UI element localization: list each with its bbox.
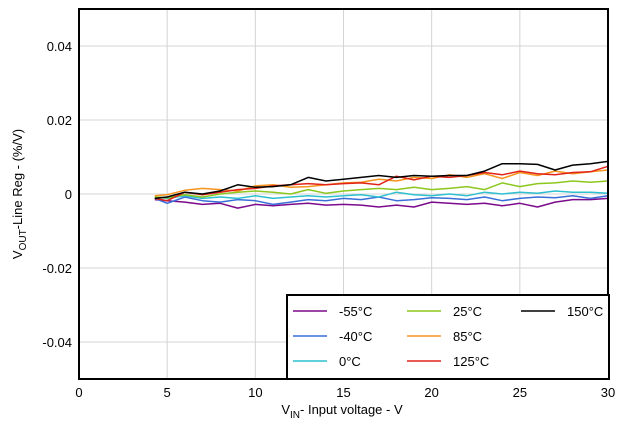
legend-label: 150°C <box>567 304 603 319</box>
y-axis-title: VOUT-Line Reg - (%/V) <box>10 129 29 259</box>
x-axis-title-rest: - Input voltage - V <box>300 402 403 417</box>
series-layer <box>154 160 609 209</box>
y-tick-label: 0.02 <box>47 113 72 128</box>
legend: -55°C -40°C 0°C 25°C 85°C 125°C 150°C <box>286 294 610 380</box>
series-line <box>154 180 609 199</box>
x-tick-label: 10 <box>248 385 262 400</box>
legend-label: -55°C <box>339 304 372 319</box>
grid <box>78 9 609 379</box>
x-tick-label: 5 <box>164 385 171 400</box>
series-line <box>154 165 609 202</box>
y-axis-title-sub: OUT <box>18 229 29 250</box>
y-axis-title-rest: -Line Reg - (%/V) <box>10 129 25 229</box>
y-tick-label: 0 <box>65 187 72 202</box>
series-line <box>154 190 609 200</box>
x-tick-label: 0 <box>75 385 82 400</box>
x-tick-label: 15 <box>336 385 350 400</box>
x-tick-label: 20 <box>424 385 438 400</box>
legend-label: 0°C <box>339 354 361 369</box>
legend-box <box>286 294 610 380</box>
y-tick-label: -0.04 <box>42 335 72 350</box>
legend-label: -40°C <box>339 329 372 344</box>
tick-labels: 0 5 10 15 20 25 30 -0.04 -0.02 0 0.02 0.04 <box>42 39 615 400</box>
y-axis-title-main: V <box>10 250 25 259</box>
series-line <box>154 169 609 197</box>
x-axis-title: VIN- Input voltage - V <box>281 402 403 421</box>
legend-label: 25°C <box>453 304 482 319</box>
x-tick-label: 25 <box>513 385 527 400</box>
series-line <box>154 197 609 209</box>
legend-label: 85°C <box>453 329 482 344</box>
series-line <box>154 160 609 200</box>
legend-label: 125°C <box>453 354 489 369</box>
y-tick-label: 0.04 <box>47 39 72 54</box>
x-axis-title-main: V <box>281 402 290 417</box>
x-axis-title-sub: IN <box>290 410 300 421</box>
y-tick-label: -0.02 <box>42 261 72 276</box>
x-tick-label: 30 <box>601 385 615 400</box>
